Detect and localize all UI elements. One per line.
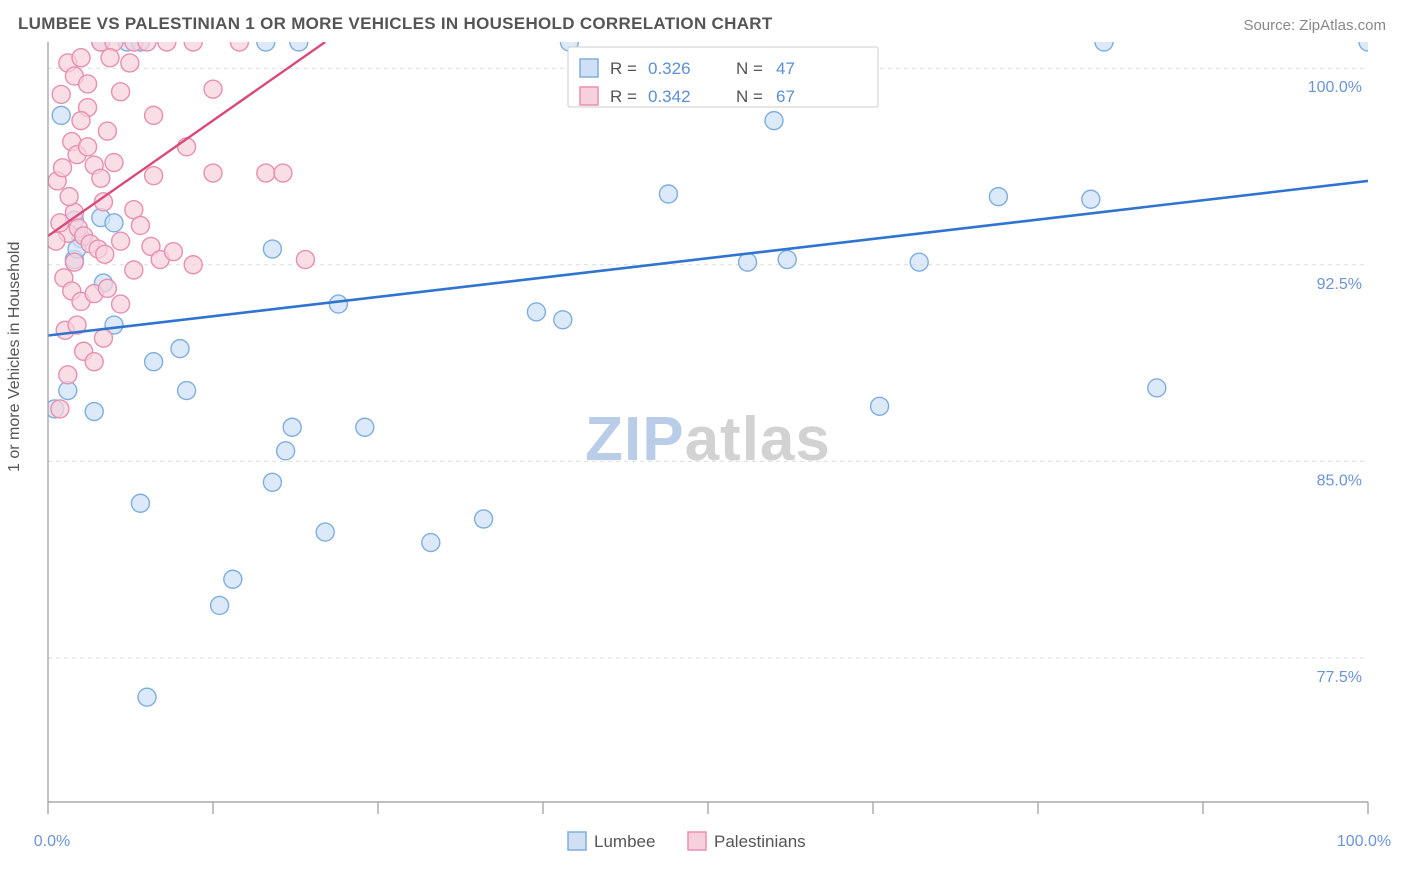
data-point xyxy=(1359,42,1377,51)
legend-n-label: N = xyxy=(736,87,763,106)
data-point xyxy=(778,251,796,269)
data-point xyxy=(274,164,292,182)
data-point xyxy=(211,596,229,614)
legend-n-value: 47 xyxy=(776,59,795,78)
data-point xyxy=(72,49,90,67)
data-point xyxy=(178,138,196,156)
data-point xyxy=(65,253,83,271)
data-point xyxy=(96,245,114,263)
x-tick-label: 0.0% xyxy=(34,833,70,850)
data-point xyxy=(171,340,189,358)
data-point xyxy=(138,688,156,706)
data-point xyxy=(85,403,103,421)
data-point xyxy=(125,261,143,279)
data-point xyxy=(79,138,97,156)
series-swatch xyxy=(568,832,586,850)
y-axis-label: 1 or more Vehicles in Household xyxy=(6,242,24,472)
legend-r-value: 0.326 xyxy=(648,59,691,78)
data-point xyxy=(94,329,112,347)
series-label: Lumbee xyxy=(594,832,655,851)
series-label: Palestinians xyxy=(714,832,806,851)
data-point xyxy=(263,240,281,258)
legend-r-label: R = xyxy=(610,87,637,106)
data-point xyxy=(224,570,242,588)
y-tick-label: 85.0% xyxy=(1317,472,1362,489)
data-point xyxy=(257,164,275,182)
data-point xyxy=(356,418,374,436)
legend-n-value: 67 xyxy=(776,87,795,106)
data-point xyxy=(52,106,70,124)
data-point xyxy=(871,397,889,415)
data-point xyxy=(72,112,90,130)
data-point xyxy=(105,214,123,232)
data-point xyxy=(316,523,334,541)
data-point xyxy=(204,80,222,98)
data-point xyxy=(145,167,163,185)
data-point xyxy=(178,382,196,400)
data-point xyxy=(112,83,130,101)
data-point xyxy=(422,534,440,552)
data-point xyxy=(257,42,275,51)
data-point xyxy=(112,295,130,313)
source-label: Source: ZipAtlas.com xyxy=(1243,17,1386,34)
data-point xyxy=(910,253,928,271)
data-point xyxy=(296,251,314,269)
data-point xyxy=(739,253,757,271)
chart-title: LUMBEE VS PALESTINIAN 1 OR MORE VEHICLES… xyxy=(18,14,773,34)
data-point xyxy=(105,154,123,172)
data-point xyxy=(92,169,110,187)
data-point xyxy=(1148,379,1166,397)
y-tick-label: 100.0% xyxy=(1308,79,1362,96)
data-point xyxy=(184,42,202,51)
data-point xyxy=(1095,42,1113,51)
data-point xyxy=(283,418,301,436)
data-point xyxy=(131,216,149,234)
data-point xyxy=(101,49,119,67)
data-point xyxy=(164,243,182,261)
legend-r-label: R = xyxy=(610,59,637,78)
data-point xyxy=(158,42,176,51)
data-point xyxy=(51,400,69,418)
data-point xyxy=(765,112,783,130)
y-tick-label: 92.5% xyxy=(1317,276,1362,293)
series-swatch xyxy=(688,832,706,850)
legend-swatch xyxy=(580,87,598,105)
scatter-chart: 77.5% 85.0% 92.5% 100.0% ZIPatlas 0.0% 100.0% R… xyxy=(0,42,1406,882)
data-point xyxy=(554,311,572,329)
data-point xyxy=(98,122,116,140)
data-point xyxy=(1082,190,1100,208)
data-point xyxy=(527,303,545,321)
data-point xyxy=(98,279,116,297)
data-point xyxy=(277,442,295,460)
y-tick-label: 77.5% xyxy=(1317,669,1362,686)
data-point xyxy=(54,159,72,177)
data-point xyxy=(989,188,1007,206)
data-point xyxy=(85,353,103,371)
data-point xyxy=(145,353,163,371)
watermark: ZIPatlas xyxy=(585,405,831,474)
data-point xyxy=(121,54,139,72)
data-point xyxy=(263,473,281,491)
data-point xyxy=(290,42,308,51)
legend-swatch xyxy=(580,59,598,77)
data-point xyxy=(60,188,78,206)
x-tick-label: 100.0% xyxy=(1337,833,1391,850)
data-point xyxy=(52,85,70,103)
data-point xyxy=(475,510,493,528)
data-point xyxy=(112,232,130,250)
data-point xyxy=(659,185,677,203)
data-point xyxy=(184,256,202,274)
data-point xyxy=(79,75,97,93)
legend-r-value: 0.342 xyxy=(648,87,691,106)
data-point xyxy=(204,164,222,182)
data-point xyxy=(230,42,248,51)
trend-line xyxy=(48,181,1368,336)
data-point xyxy=(59,366,77,384)
data-point xyxy=(131,494,149,512)
data-point xyxy=(145,106,163,124)
data-point xyxy=(329,295,347,313)
legend-n-label: N = xyxy=(736,59,763,78)
